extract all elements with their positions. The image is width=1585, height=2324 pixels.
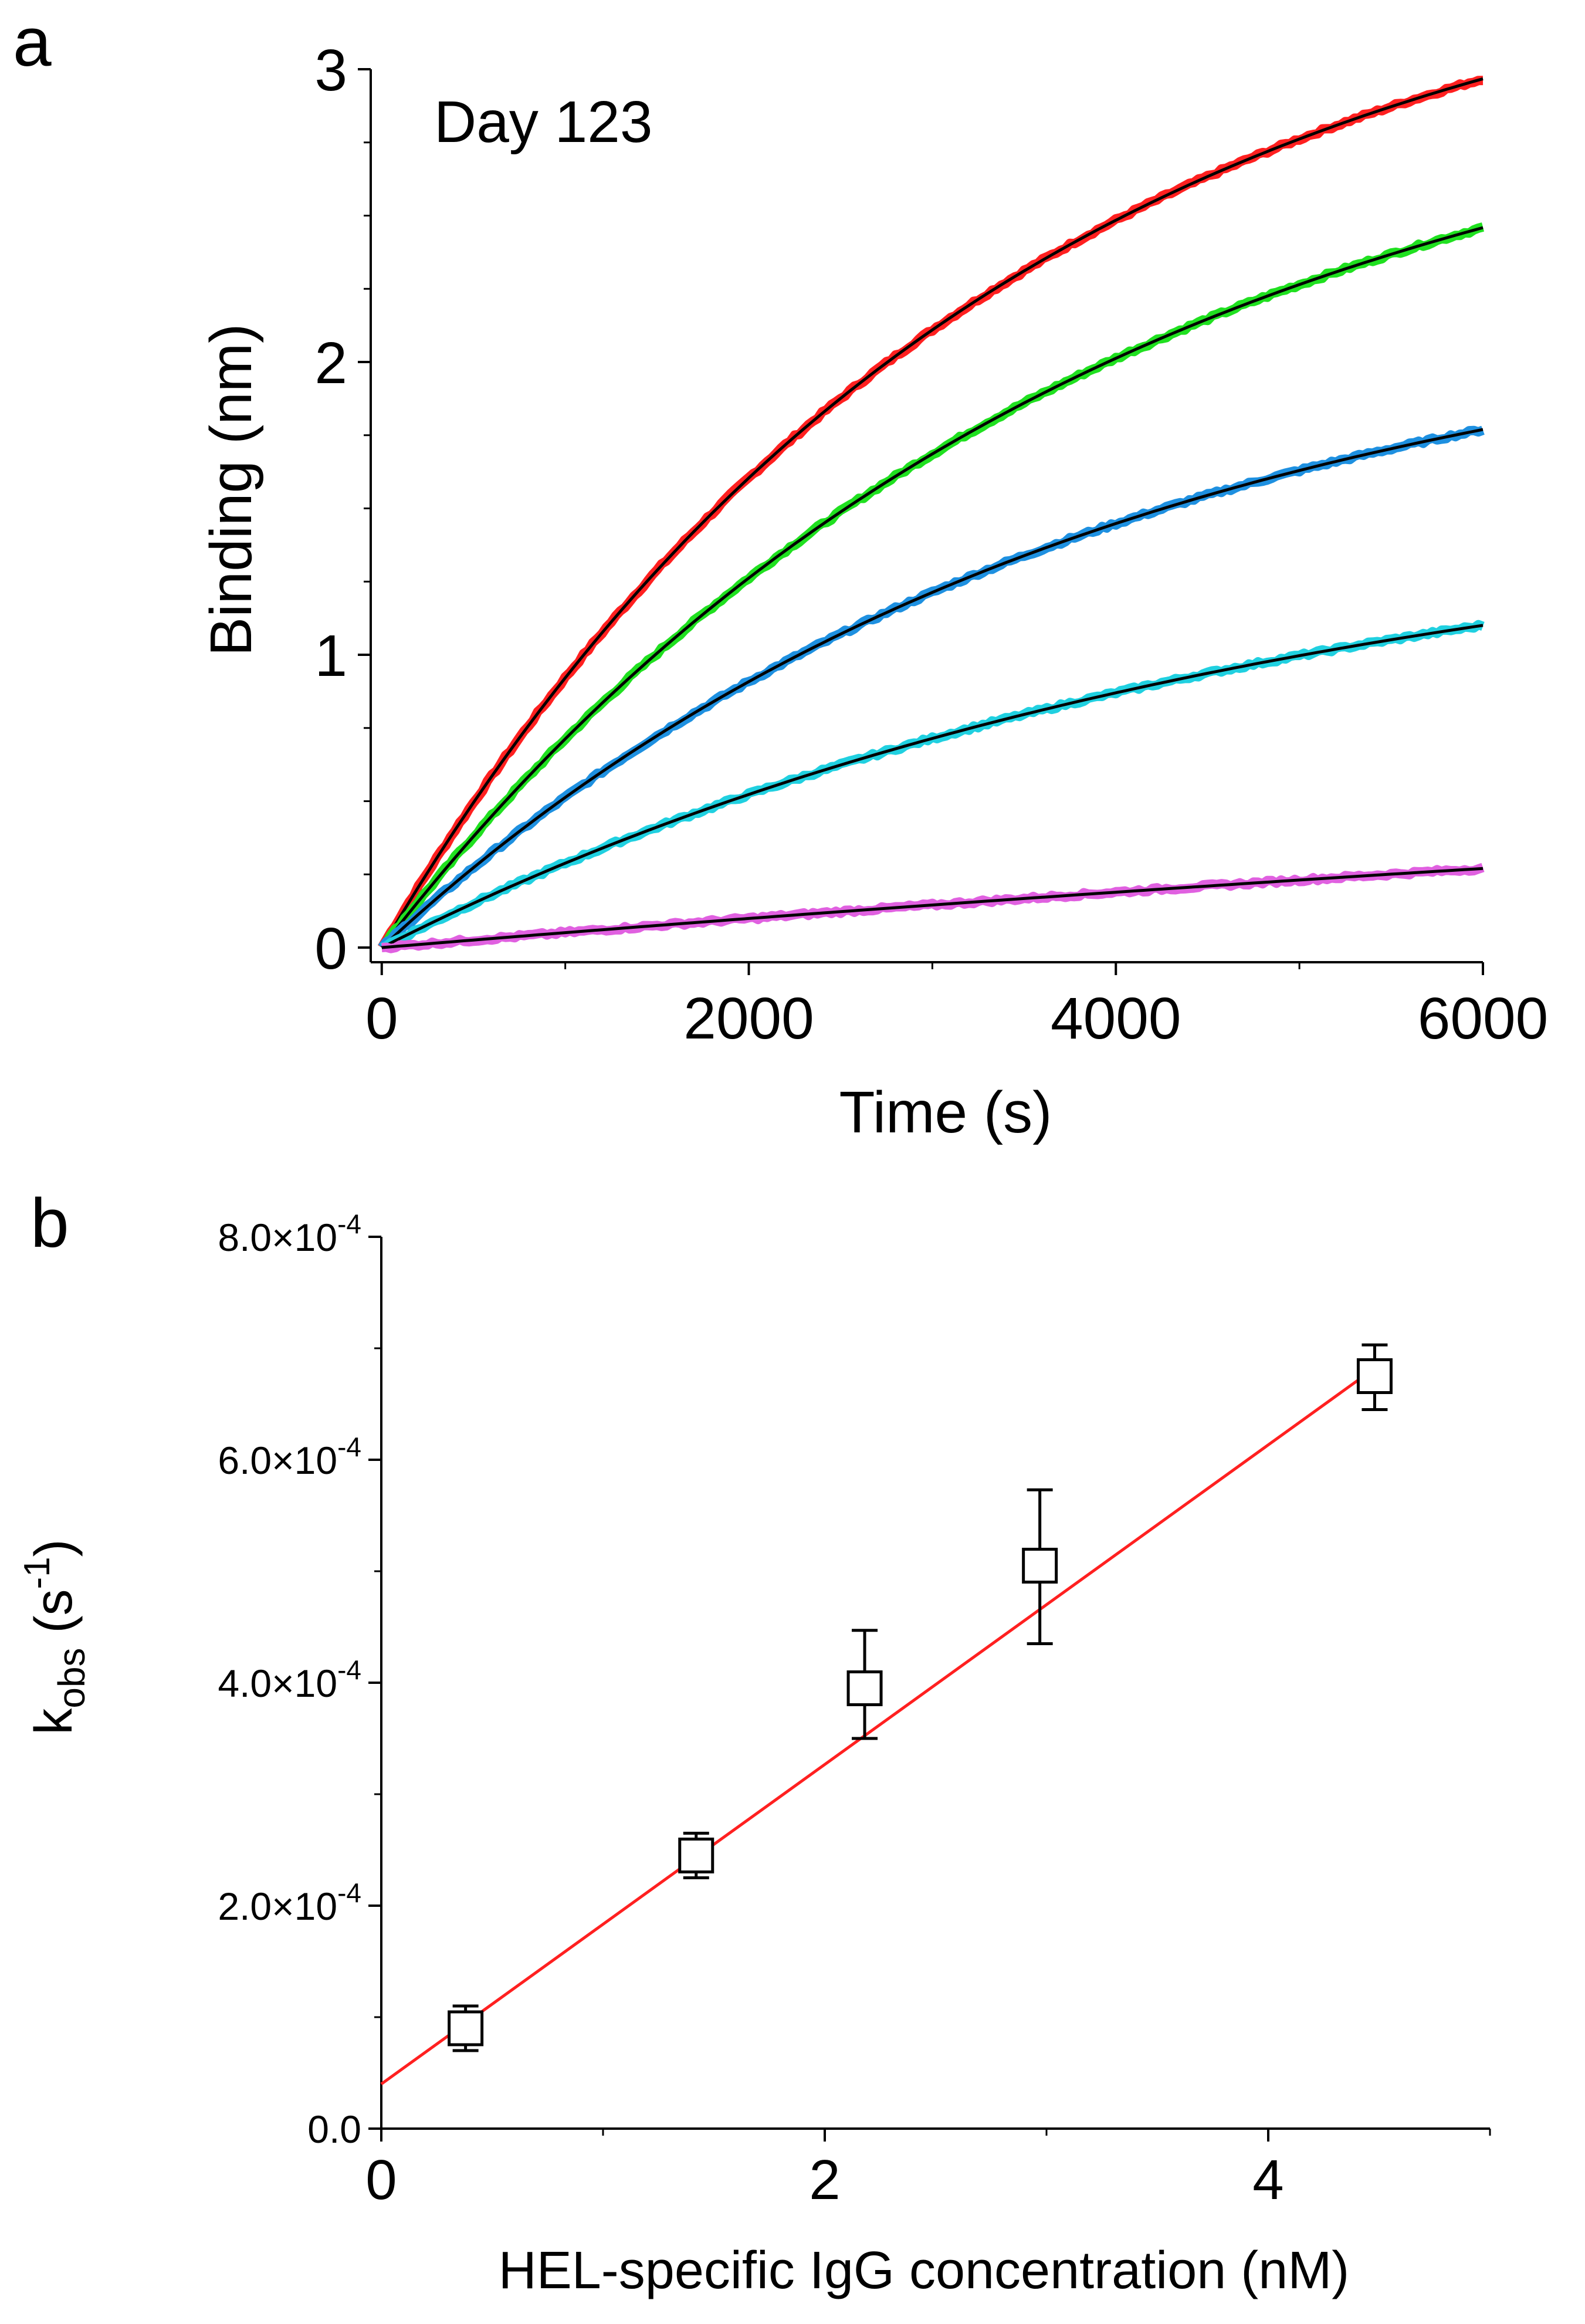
panel-b-y-tick-label: 2.0×10-4	[218, 1878, 361, 1928]
data-point-5	[1356, 1343, 1393, 1411]
panel-a-x-tick-label: 6000	[1418, 986, 1548, 1051]
kobs-unit-close: )	[25, 1539, 83, 1557]
panel-b-x-tick-label: 4	[1252, 2149, 1283, 2211]
binding-fit-curve-1	[380, 77, 1484, 949]
kobs-unit: (s	[25, 1589, 83, 1648]
square-marker	[1356, 1358, 1393, 1394]
day-annotation: Day 123	[434, 89, 652, 155]
square-marker	[448, 2010, 484, 2046]
panel-b-plot-area	[380, 1237, 1490, 2130]
square-marker	[1022, 1548, 1058, 1584]
panel-b-y-tick-label: 4.0×10-4	[218, 1655, 361, 1705]
panel-a-x-tick-label: 4000	[1051, 986, 1181, 1051]
panel-a-plot-area	[370, 69, 1485, 963]
panel-a-y-tick-label: 1	[314, 623, 347, 689]
panel-a-x-axis-title: Time (s)	[839, 1080, 1052, 1145]
panel-b-y-tick-label: 0.0	[307, 2108, 361, 2151]
panel-a-x-tick-label: 0	[365, 986, 398, 1051]
panel-a-binding-chart: a 0 2000 4000 6000 0 1 2 3 Day 123 Time (s) Bin…	[13, 4, 1548, 1145]
binding-trace-1	[377, 76, 1484, 950]
panel-b-x-tick-label: 2	[809, 2149, 840, 2211]
binding-fit-curve-2	[380, 226, 1484, 949]
panel-a-y-tick-label: 3	[314, 38, 347, 103]
binding-fit-curve-5	[381, 867, 1484, 949]
data-point-1	[448, 2004, 484, 2052]
data-point-2	[678, 1832, 714, 1879]
panel-b-y-axis-title: kobs (s-1)	[17, 1539, 93, 1734]
kobs-symbol: k	[25, 1708, 83, 1735]
panel-b-ticks: 0 2 4 0.0 2.0×10-4 4.0×10-4 6.0×10-4 8.0×10-4	[218, 1209, 1491, 2211]
panel-b-x-axis-title: HEL-specific IgG concentration (nM)	[499, 2241, 1350, 2300]
panel-a-ticks: 0 2000 4000 6000 0 1 2 3	[314, 38, 1548, 1051]
binding-fit-curve-4	[381, 624, 1484, 949]
panel-b-x-tick-label: 0	[365, 2149, 397, 2211]
data-point-3	[846, 1629, 883, 1740]
panel-a-y-tick-label: 0	[314, 916, 347, 982]
panel-b-letter: b	[31, 1185, 69, 1262]
panel-b-kobs-chart: b 0 2 4 0.0 2.0×10-4 4.0×10-4 6.0×10-4 8.0×10-4…	[17, 1185, 1491, 2300]
data-point-4	[1022, 1488, 1058, 1645]
panel-b-y-tick-label: 8.0×10-4	[218, 1209, 361, 1259]
binding-fit-curve-3	[381, 428, 1484, 949]
panel-a-y-tick-label: 2	[314, 330, 347, 396]
panel-a-letter: a	[13, 4, 52, 81]
square-marker	[846, 1670, 883, 1706]
kobs-subscript: obs	[50, 1648, 93, 1708]
panel-b-y-tick-label: 6.0×10-4	[218, 1432, 361, 1482]
kobs-unit-exponent: -1	[17, 1557, 57, 1589]
square-marker	[678, 1838, 714, 1873]
panel-a-y-axis-title: Binding (nm)	[198, 324, 264, 657]
linear-fit-line	[380, 1364, 1380, 2086]
panel-a-x-tick-label: 2000	[683, 986, 814, 1051]
